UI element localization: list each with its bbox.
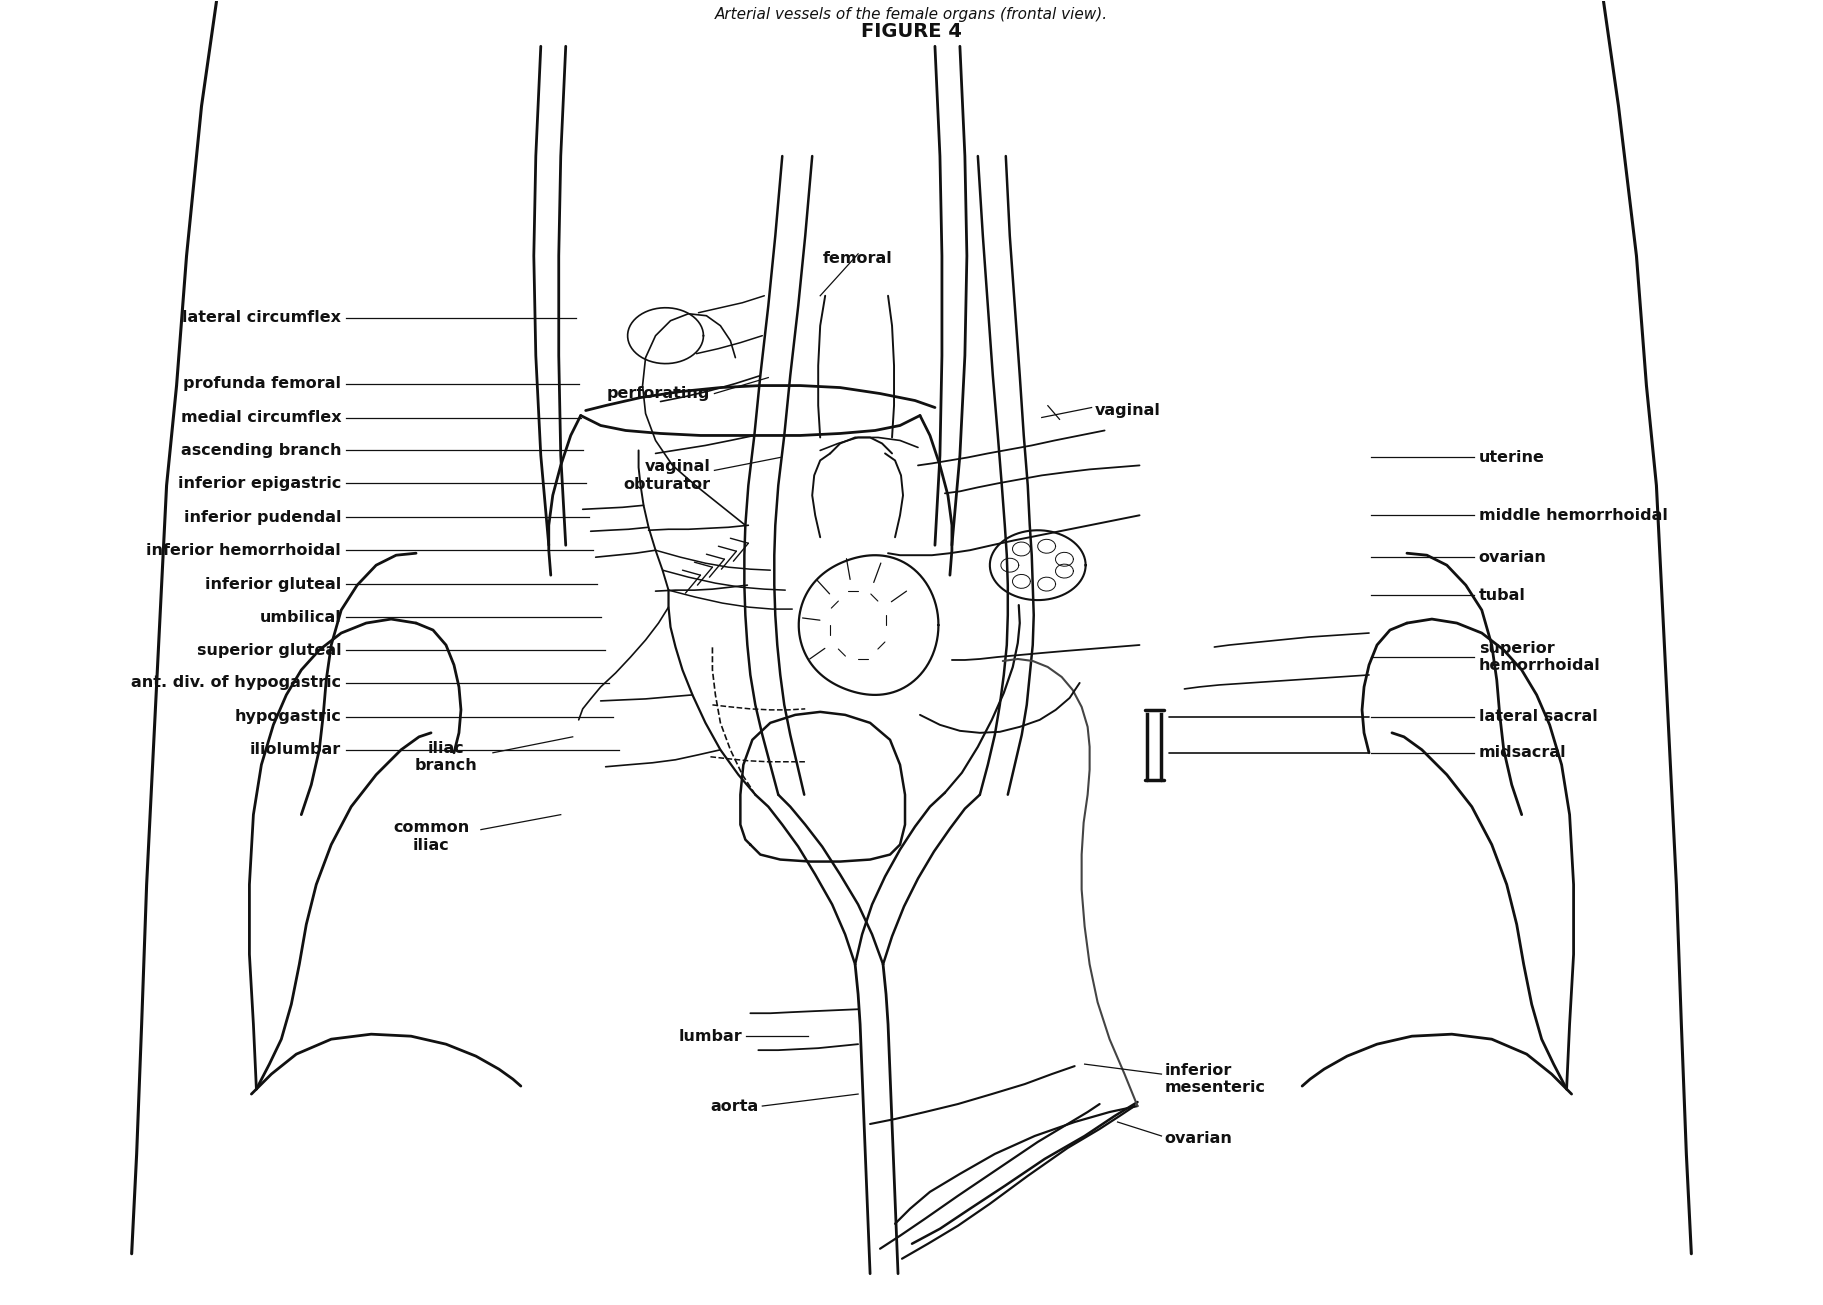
Text: profunda femoral: profunda femoral (184, 376, 341, 392)
Text: iliolumbar: iliolumbar (250, 743, 341, 757)
Text: inferior gluteal: inferior gluteal (204, 577, 341, 591)
Text: tubal: tubal (1478, 587, 1526, 603)
Text: uterine: uterine (1478, 450, 1544, 465)
Text: lateral sacral: lateral sacral (1478, 710, 1597, 724)
Text: midsacral: midsacral (1478, 745, 1566, 761)
Text: vaginal
obturator: vaginal obturator (623, 459, 711, 492)
Text: ovarian: ovarian (1478, 549, 1546, 565)
Text: aorta: aorta (711, 1099, 758, 1113)
Text: ant. div. of hypogastric: ant. div. of hypogastric (131, 676, 341, 690)
Text: inferior epigastric: inferior epigastric (179, 476, 341, 491)
Text: femoral: femoral (824, 251, 893, 266)
Text: medial circumflex: medial circumflex (180, 410, 341, 425)
Text: perforating: perforating (607, 386, 711, 401)
Text: hypogastric: hypogastric (235, 710, 341, 724)
Text: common
iliac: common iliac (394, 821, 469, 852)
Text: FIGURE 4: FIGURE 4 (860, 22, 961, 40)
Text: superior
hemorrhoidal: superior hemorrhoidal (1478, 641, 1601, 673)
Text: ovarian: ovarian (1165, 1131, 1232, 1147)
Text: Arterial vessels of the female organs (frontal view).: Arterial vessels of the female organs (f… (715, 7, 1108, 22)
Text: middle hemorrhoidal: middle hemorrhoidal (1478, 508, 1668, 523)
Text: iliac
branch: iliac branch (414, 740, 478, 773)
Text: lumbar: lumbar (678, 1028, 742, 1044)
Text: inferior
mesenteric: inferior mesenteric (1165, 1062, 1265, 1095)
Text: umbilical: umbilical (259, 609, 341, 625)
Text: ascending branch: ascending branch (180, 442, 341, 458)
Text: lateral circumflex: lateral circumflex (182, 311, 341, 325)
Text: superior gluteal: superior gluteal (197, 642, 341, 658)
Text: vaginal: vaginal (1094, 403, 1161, 418)
Text: inferior pudendal: inferior pudendal (184, 510, 341, 525)
Text: inferior hemorrhoidal: inferior hemorrhoidal (146, 543, 341, 557)
